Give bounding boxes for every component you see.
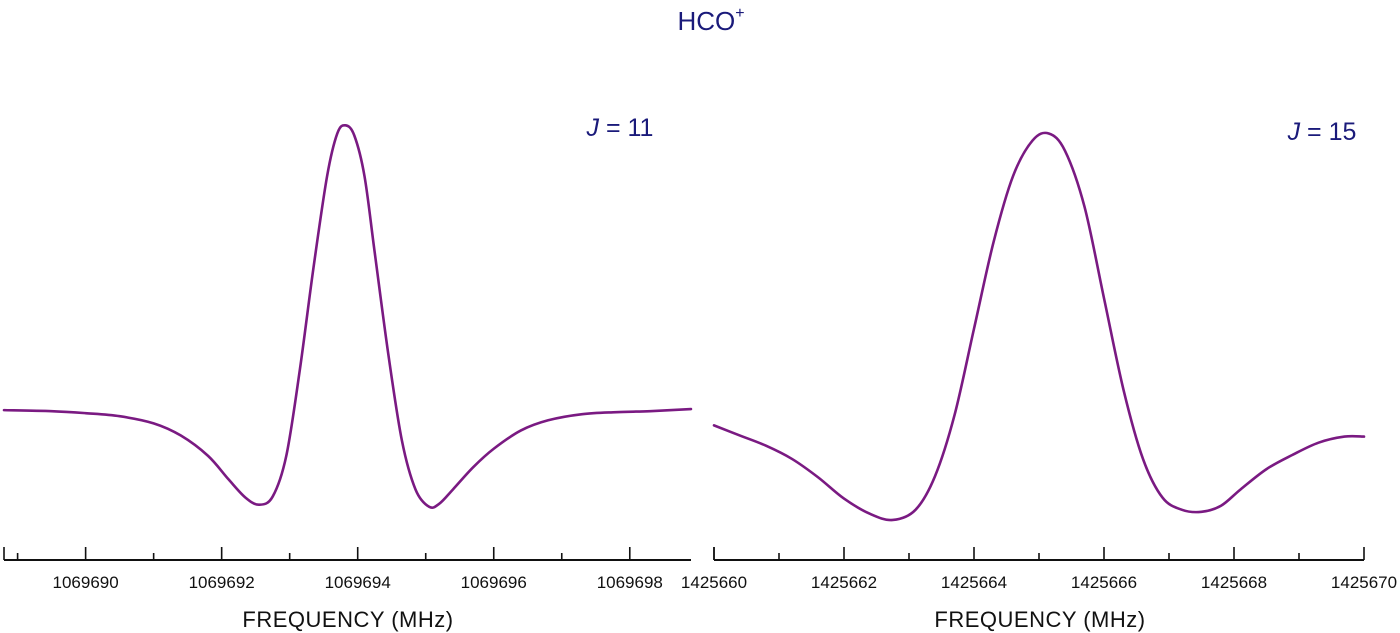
x-tick-label: 1069690 <box>53 573 119 592</box>
x-tick-labels-j11: 1069690 1069692 1069694 1069696 1069698 <box>53 573 663 592</box>
spectrum-line-j11 <box>2 123 693 509</box>
x-ticks-j15 <box>713 547 1365 560</box>
x-ticks-j11 <box>3 547 631 560</box>
panel-label-j11-value: = 11 <box>599 114 653 142</box>
x-axis-title-j15: FREQUENCY (MHz) <box>934 607 1145 632</box>
x-tick-label: 1425662 <box>811 573 877 592</box>
x-axis-title-j11: FREQUENCY (MHz) <box>242 607 453 632</box>
panel-label-j15: J = 15 <box>1287 118 1357 146</box>
x-tick-label: 1425670 <box>1331 573 1397 592</box>
figure-title: HCO+ <box>677 5 744 36</box>
x-tick-labels-j15: 1425660 1425662 1425664 1425666 1425668 14256… <box>681 573 1397 592</box>
figure-title-main: HCO <box>677 6 735 36</box>
panel-j11: 1069690 1069692 1069694 1069696 1069698 J = … <box>2 114 693 632</box>
x-tick-label: 1069692 <box>189 573 255 592</box>
x-tick-label: 1425666 <box>1071 573 1137 592</box>
x-tick-label: 1069696 <box>461 573 527 592</box>
panel-label-j15-symbol: J <box>1287 118 1301 146</box>
x-tick-label: 1425660 <box>681 573 747 592</box>
figure-title-superscript: + <box>735 5 744 22</box>
x-tick-label: 1425664 <box>941 573 1007 592</box>
panel-j15: 1425660 1425662 1425664 1425666 1425668 14256… <box>681 118 1397 632</box>
panel-label-j11-symbol: J <box>586 114 600 142</box>
x-tick-label: 1069694 <box>325 573 391 592</box>
x-tick-label: 1425668 <box>1201 573 1267 592</box>
x-tick-label: 1069698 <box>597 573 663 592</box>
panel-label-j15-value: = 15 <box>1300 118 1356 146</box>
spectrum-line-j15 <box>712 131 1366 522</box>
panel-label-j11: J = 11 <box>586 114 654 142</box>
